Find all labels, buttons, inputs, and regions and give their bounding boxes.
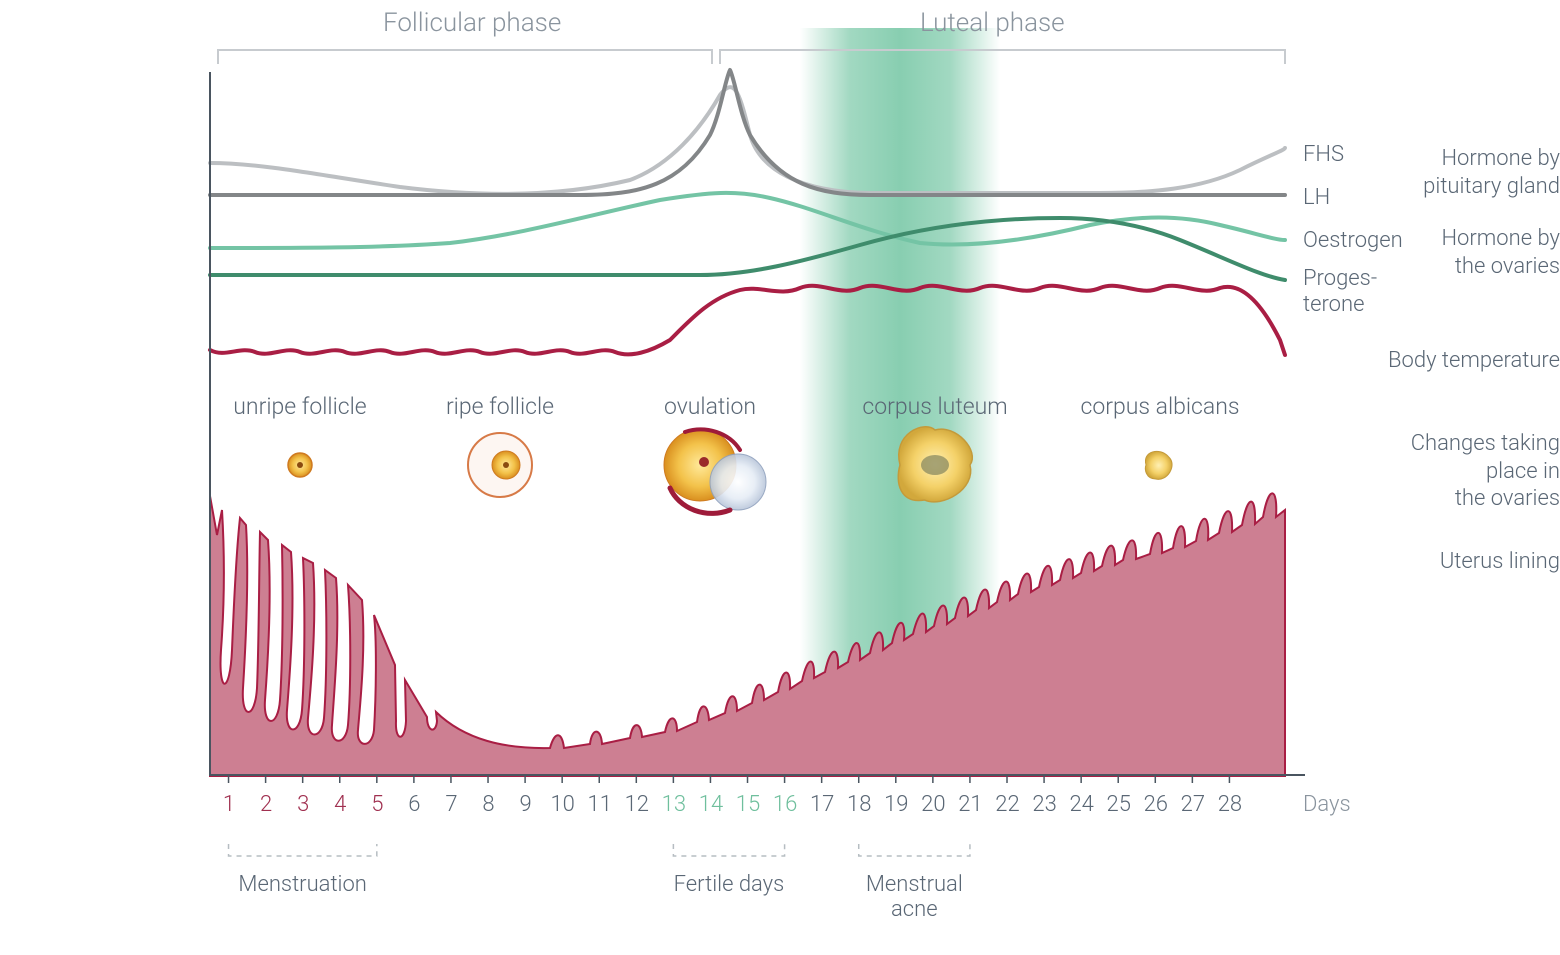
left-label-pituitary: Hormone bypituitary gland [1368, 145, 1560, 200]
bottom-label-acne: Menstrualacne [834, 872, 994, 922]
ovary-stage-ovulation-icon [664, 429, 766, 513]
phase-label-follicular: Follicular phase [383, 8, 561, 38]
day-label-1: 1 [212, 792, 247, 817]
ovary-stage-unripe-icon [288, 453, 312, 477]
days-suffix: Days [1303, 792, 1383, 817]
day-label-16: 16 [768, 792, 803, 817]
left-label-uterus: Uterus lining [1368, 548, 1560, 576]
day-label-20: 20 [916, 792, 951, 817]
day-label-17: 17 [805, 792, 840, 817]
right-label-oestrogen: Oestrogen [1303, 228, 1403, 254]
lh-curve [210, 70, 1285, 195]
day-label-2: 2 [249, 792, 284, 817]
right-label-fhs: FHS [1303, 142, 1344, 168]
day-label-8: 8 [471, 792, 506, 817]
oestrogen-curve [210, 193, 1285, 248]
day-label-7: 7 [434, 792, 469, 817]
day-label-5: 5 [360, 792, 395, 817]
day-label-10: 10 [545, 792, 580, 817]
right-label-progesterone: Proges-terone [1303, 266, 1377, 319]
day-label-18: 18 [842, 792, 877, 817]
day-label-13: 13 [656, 792, 691, 817]
day-label-21: 21 [953, 792, 988, 817]
day-label-25: 25 [1101, 792, 1136, 817]
ovary-stage-ovulation-label: ovulation [620, 393, 800, 420]
day-label-22: 22 [990, 792, 1025, 817]
body_temp-curve [210, 286, 1285, 355]
ovary-stage-albicans-icon [1145, 451, 1172, 479]
day-label-19: 19 [879, 792, 914, 817]
day-label-24: 24 [1064, 792, 1099, 817]
bottom-label-fertile: Fertile days [649, 872, 809, 897]
day-label-11: 11 [582, 792, 617, 817]
day-label-28: 28 [1212, 792, 1247, 817]
phase-label-luteal: Luteal phase [920, 8, 1065, 38]
day-label-3: 3 [286, 792, 321, 817]
day-label-27: 27 [1175, 792, 1210, 817]
ovary-stage-unripe-label: unripe follicle [210, 393, 390, 420]
day-label-6: 6 [397, 792, 432, 817]
day-label-9: 9 [508, 792, 543, 817]
right-label-lh: LH [1303, 185, 1330, 211]
day-label-15: 15 [731, 792, 766, 817]
ovary-stage-albicans-label: corpus albicans [1070, 393, 1250, 420]
day-label-4: 4 [323, 792, 358, 817]
ovary-stage-ripe-label: ripe follicle [410, 393, 590, 420]
bottom-label-menstruation: Menstruation [223, 872, 383, 897]
ovary-stage-ripe-icon [468, 433, 532, 497]
day-label-14: 14 [693, 792, 728, 817]
day-label-26: 26 [1138, 792, 1173, 817]
ovary-stage-luteum-icon [898, 427, 972, 502]
ovary-stage-luteum-label: corpus luteum [845, 393, 1025, 420]
uterus-lining-shape [210, 493, 1285, 776]
left-label-body-temp: Body temperature [1368, 347, 1560, 375]
day-label-12: 12 [619, 792, 654, 817]
left-label-ovary-changes: Changes takingplace inthe ovaries [1368, 430, 1560, 513]
progesterone-curve [210, 218, 1285, 280]
fhs-curve [210, 87, 1285, 194]
day-label-23: 23 [1027, 792, 1062, 817]
